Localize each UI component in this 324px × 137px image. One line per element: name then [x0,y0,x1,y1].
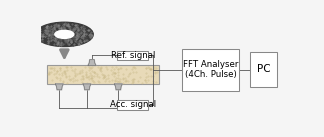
Polygon shape [88,60,96,65]
Text: Ref. signal: Ref. signal [110,51,155,60]
Circle shape [55,30,74,38]
Bar [117,100,148,110]
Polygon shape [83,84,91,90]
Bar [182,49,239,91]
Text: PC: PC [257,64,270,74]
Polygon shape [55,84,64,90]
Polygon shape [114,84,122,90]
Bar [47,65,158,84]
Bar [250,52,276,87]
Circle shape [35,22,93,46]
Text: FFT Analyser
(4Ch. Pulse): FFT Analyser (4Ch. Pulse) [183,60,238,79]
Text: Acc. signal: Acc. signal [110,100,156,109]
Bar [117,51,148,60]
